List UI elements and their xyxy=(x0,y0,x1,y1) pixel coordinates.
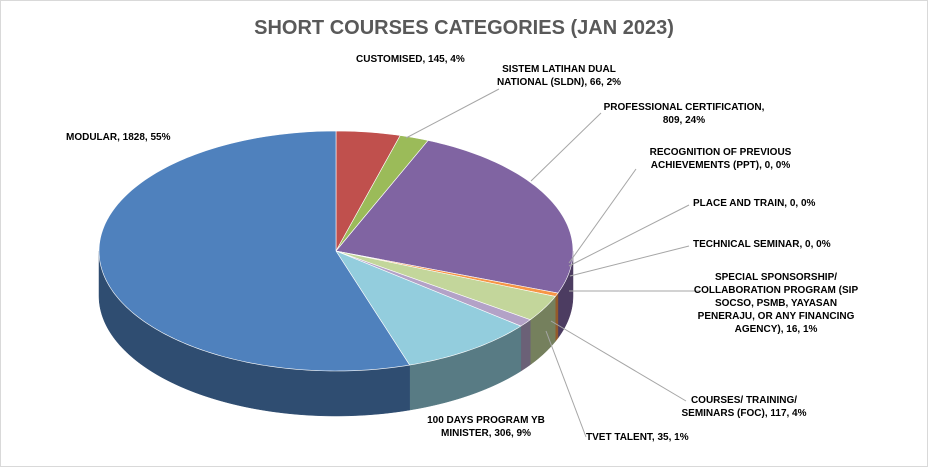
slice-side xyxy=(555,292,559,343)
data-label: PROFESSIONAL CERTIFICATION, 809, 24% xyxy=(603,102,765,126)
slice xyxy=(335,250,522,366)
leaders xyxy=(405,88,701,438)
leader-line xyxy=(568,168,637,264)
leader-line xyxy=(568,204,690,267)
slice xyxy=(335,250,556,321)
slice xyxy=(98,130,411,372)
data-label: SPECIAL SPONSORSHIP/ COLLABORATION PROGR… xyxy=(693,272,859,335)
slice xyxy=(335,135,429,252)
data-label: RECOGNITION OF PREVIOUS ACHIEVEMENTS (PP… xyxy=(649,147,792,171)
data-label: CUSTOMISED, 145, 4% xyxy=(356,54,465,65)
data-label: 100 DAYS PROGRAM YB MINISTER, 306, 9% xyxy=(427,415,545,439)
data-label: MODULAR, 1828, 55% xyxy=(66,132,171,143)
leader-line xyxy=(545,330,587,438)
leader-line xyxy=(405,88,500,139)
slice xyxy=(335,130,401,253)
leader-line xyxy=(530,112,602,182)
data-label: COURSES/ TRAINING/ SEMINARS (FOC), 117, … xyxy=(681,395,807,419)
pie xyxy=(98,130,574,417)
chart-title: SHORT COURSES CATEGORIES (JAN 2023) xyxy=(254,17,674,39)
leader-line xyxy=(569,245,690,277)
data-label: PLACE AND TRAIN, 0, 0% xyxy=(693,198,816,209)
data-label: TVET TALENT, 35, 1% xyxy=(586,432,689,443)
data-label: TECHNICAL SEMINAR, 0, 0% xyxy=(693,239,831,250)
slice-side xyxy=(520,319,531,372)
data-label: SISTEM LATIHAN DUAL NATIONAL (SLDN), 66,… xyxy=(496,64,622,88)
leader-line xyxy=(550,320,687,402)
